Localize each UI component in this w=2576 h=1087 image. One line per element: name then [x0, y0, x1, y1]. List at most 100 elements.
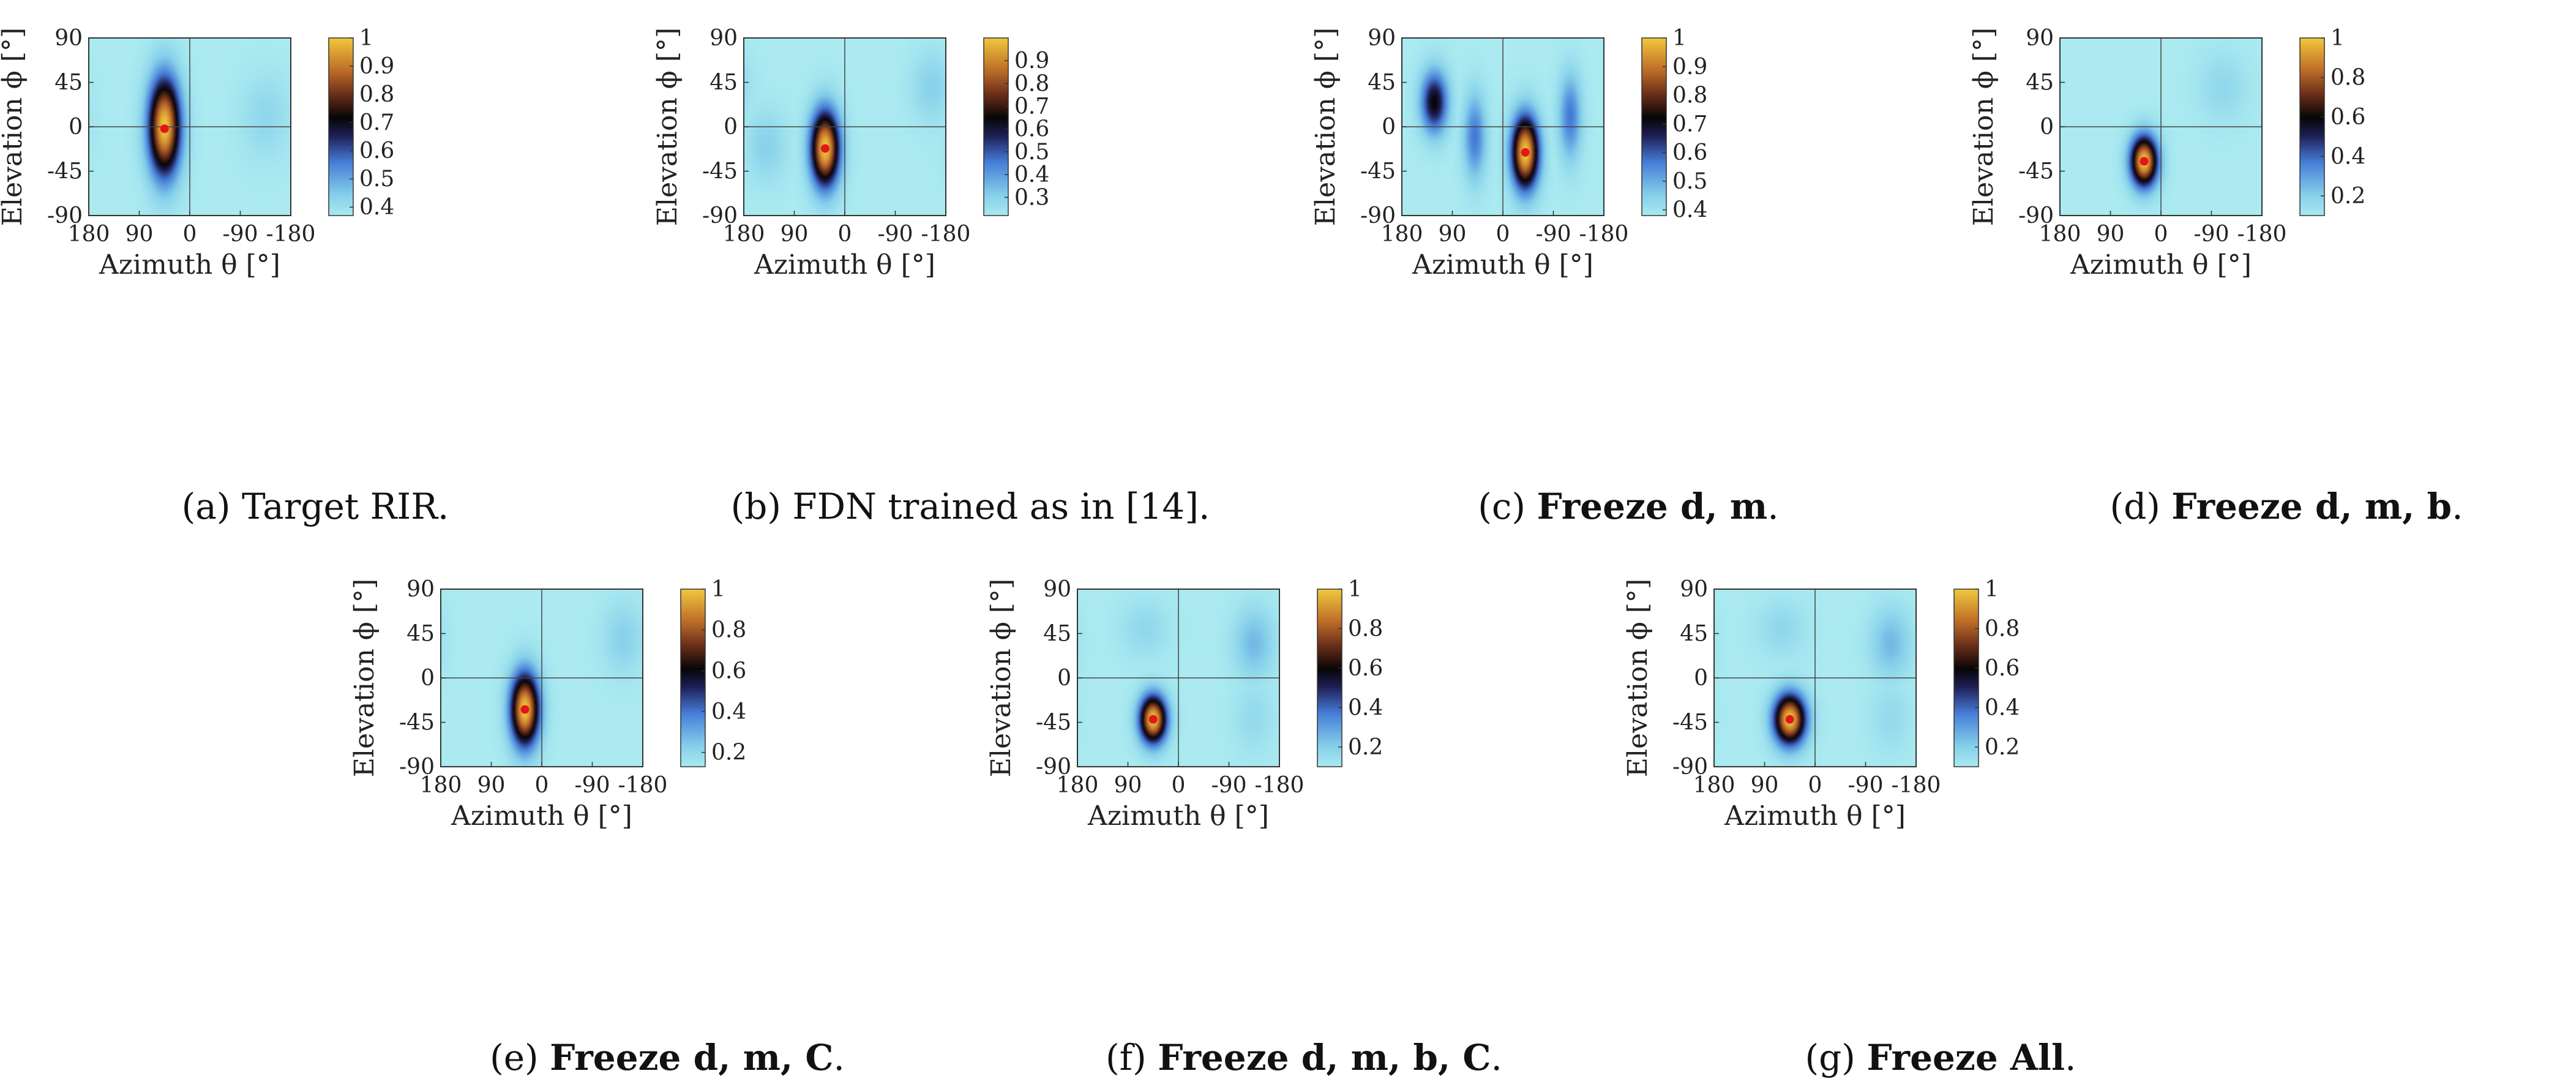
x-axis-label: Azimuth θ [°]	[1087, 800, 1269, 832]
y-tick-label: 45	[710, 70, 738, 96]
y-tick-label: -90	[1360, 203, 1396, 228]
y-tick-label: 45	[2026, 70, 2054, 96]
colorbar-tick-label: 0.4	[2331, 144, 2365, 169]
colorbar-tick-label: 0.5	[1014, 140, 1049, 165]
colorbar-tick-label: 1	[711, 577, 725, 602]
x-tick-label: 0	[1172, 773, 1186, 798]
caption-prefix: (g)	[1805, 1037, 1867, 1078]
x-tick-label: 0	[838, 222, 852, 247]
x-tick-label: -180	[266, 222, 316, 247]
caption-bold: Freeze d, m, b, C	[1158, 1037, 1491, 1078]
caption-prefix: (f)	[1106, 1037, 1158, 1078]
caption-g: (g) Freeze All.	[1805, 1037, 2076, 1078]
colorbar-tick-label: 1	[1348, 577, 1362, 602]
caption-bold: Freeze d, m, C	[550, 1037, 834, 1078]
colorbar-tick-label: 0.8	[1348, 616, 1383, 641]
colorbar-tick-label: 0.2	[1348, 735, 1383, 760]
peak-marker	[1785, 715, 1794, 724]
y-axis-label: Elevation ϕ [°]	[1622, 579, 1653, 777]
x-tick-label: -90	[1211, 773, 1247, 798]
y-tick-label: 90	[406, 577, 435, 602]
colorbar-tick-label: 0.5	[359, 167, 394, 192]
colorbar	[328, 37, 354, 216]
colorbar-tick-label: 0.8	[359, 82, 394, 107]
x-axis-label: Azimuth θ [°]	[1412, 249, 1593, 280]
y-tick-label: -45	[47, 159, 83, 184]
peak-marker	[1521, 148, 1530, 157]
x-tick-label: 180	[723, 222, 765, 247]
caption-suffix: .	[2065, 1037, 2076, 1078]
x-tick-label: 180	[1057, 773, 1099, 798]
y-tick-label: 0	[1382, 115, 1396, 140]
colorbar-tick-label: 1	[2331, 26, 2345, 51]
x-axis-label: Azimuth θ [°]	[2070, 249, 2252, 280]
caption-f: (f) Freeze d, m, b, C.	[1106, 1037, 1502, 1078]
colorbar	[2299, 37, 2325, 216]
x-tick-label: -90	[223, 222, 258, 247]
colorbar-tick-label: 0.7	[359, 110, 394, 135]
caption-bold: Freeze d, m, b	[2171, 486, 2452, 527]
caption-bold: Freeze All	[1866, 1037, 2065, 1078]
y-tick-label: -90	[1672, 754, 1708, 780]
x-tick-label: -90	[1536, 222, 1571, 247]
caption-prefix: (e)	[490, 1037, 550, 1078]
caption-prefix: (a) Target RIR.	[181, 486, 449, 527]
colorbar-tick-label: 0.6	[2331, 105, 2365, 130]
y-tick-label: -45	[1672, 710, 1708, 735]
caption-suffix: .	[1767, 486, 1779, 527]
colorbar-tick-label: 0.6	[1014, 117, 1049, 142]
colorbar-tick-label: 0.6	[359, 138, 394, 164]
colorbar-tick-label: 0.3	[1014, 185, 1049, 210]
colorbar-tick-label: 0.6	[1672, 140, 1707, 165]
y-axis-label: Elevation ϕ [°]	[986, 579, 1017, 777]
y-tick-label: 0	[2040, 115, 2054, 140]
y-tick-label: -90	[47, 203, 83, 228]
colorbar-tick-label: 0.9	[1014, 48, 1049, 73]
colorbar-tick-label: 0.6	[1985, 656, 2020, 681]
y-tick-label: -90	[1036, 754, 1071, 780]
caption-c: (c) Freeze d, m.	[1478, 486, 1778, 527]
x-tick-label: 90	[1439, 222, 1467, 247]
caption-prefix: (c)	[1478, 486, 1537, 527]
y-tick-label: 0	[1694, 666, 1708, 691]
colorbar-tick-label: 0.2	[711, 740, 746, 765]
x-axis-label: Azimuth θ [°]	[451, 800, 632, 832]
caption-e: (e) Freeze d, m, C.	[490, 1037, 845, 1078]
x-tick-label: -90	[575, 773, 610, 798]
colorbar-tick-label: 0.2	[1985, 735, 2020, 760]
colorbar-tick-label: 0.4	[1672, 198, 1707, 223]
x-tick-label: 90	[1751, 773, 1779, 798]
y-axis-label: Elevation ϕ [°]	[1968, 28, 1999, 226]
y-tick-label: 90	[710, 26, 738, 51]
x-axis-label: Azimuth θ [°]	[754, 249, 935, 280]
caption-prefix: (b) FDN trained as in [14].	[730, 486, 1210, 527]
colorbar-tick-label: 0.8	[2331, 65, 2365, 90]
y-tick-label: -45	[399, 710, 435, 735]
x-tick-label: -90	[878, 222, 913, 247]
y-tick-label: 45	[406, 622, 435, 647]
y-tick-label: -45	[2018, 159, 2054, 184]
y-axis-label: Elevation ϕ [°]	[1310, 28, 1341, 226]
x-axis-label: Azimuth θ [°]	[99, 249, 280, 280]
x-tick-label: 0	[1496, 222, 1510, 247]
y-tick-label: 90	[54, 26, 83, 51]
x-tick-label: 180	[420, 773, 462, 798]
peak-marker	[2140, 157, 2149, 166]
x-tick-label: 180	[2039, 222, 2081, 247]
x-tick-label: 180	[1381, 222, 1423, 247]
y-tick-label: 0	[69, 115, 83, 140]
y-axis-label: Elevation ϕ [°]	[0, 28, 28, 226]
y-tick-label: -45	[1360, 159, 1396, 184]
y-tick-label: 90	[1043, 577, 1071, 602]
y-tick-label: 90	[2026, 26, 2054, 51]
x-tick-label: 90	[125, 222, 154, 247]
y-axis-label: Elevation ϕ [°]	[652, 28, 683, 226]
colorbar	[1641, 37, 1667, 216]
caption-bold: Freeze d, m	[1537, 486, 1768, 527]
peak-marker	[160, 124, 169, 134]
